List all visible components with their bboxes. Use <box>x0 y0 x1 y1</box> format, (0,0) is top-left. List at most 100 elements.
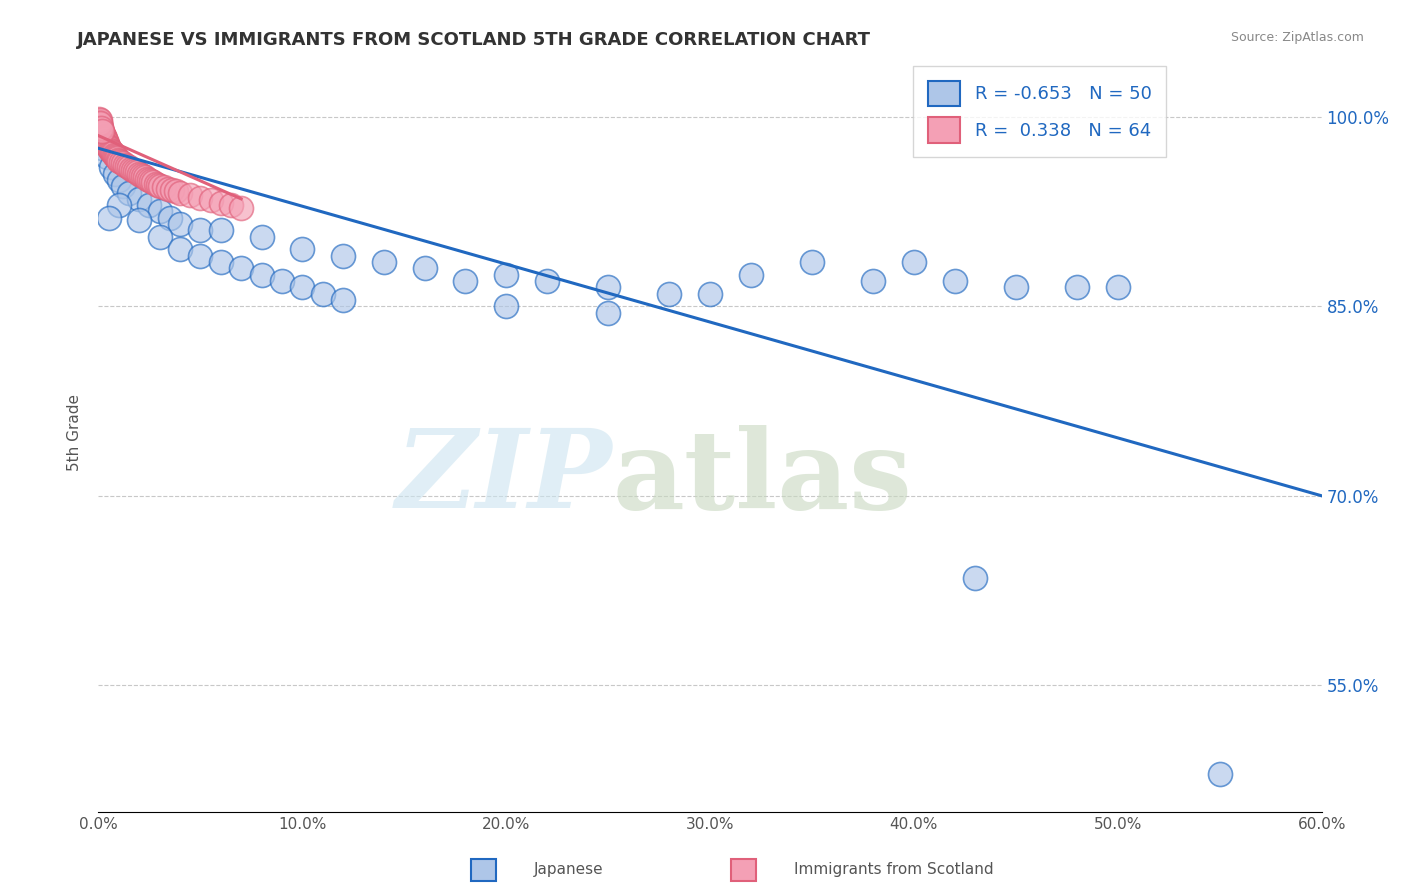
Point <box>89 117 111 131</box>
Point <box>96 137 118 152</box>
Point <box>141 174 163 188</box>
Point <box>1107 280 1129 294</box>
Point <box>122 162 145 177</box>
Point <box>169 186 191 200</box>
Point <box>146 178 169 192</box>
Point <box>209 255 232 269</box>
Point <box>152 180 174 194</box>
Point <box>188 223 212 237</box>
Point <box>93 128 115 143</box>
Point <box>596 305 619 319</box>
Point <box>165 184 187 198</box>
Point <box>136 171 159 186</box>
Point <box>104 167 127 181</box>
Point <box>332 249 354 263</box>
Point <box>91 125 114 139</box>
Point <box>118 186 141 200</box>
Point <box>596 280 619 294</box>
Point <box>111 179 134 194</box>
Point <box>1004 280 1026 294</box>
Text: JAPANESE VS IMMIGRANTS FROM SCOTLAND 5TH GRADE CORRELATION CHART: JAPANESE VS IMMIGRANTS FROM SCOTLAND 5TH… <box>77 31 872 49</box>
Point <box>93 130 115 145</box>
Point <box>108 173 131 187</box>
Point <box>90 120 112 134</box>
Point <box>188 191 212 205</box>
Point <box>128 213 150 227</box>
Point <box>160 183 183 197</box>
Point <box>332 293 354 307</box>
Point <box>118 161 141 175</box>
Point <box>862 274 884 288</box>
Point <box>373 255 395 269</box>
Point <box>89 115 111 129</box>
Point <box>91 128 114 142</box>
Legend: R = -0.653   N = 50, R =  0.338   N = 64: R = -0.653 N = 50, R = 0.338 N = 64 <box>912 66 1166 157</box>
Point <box>179 188 201 202</box>
Point <box>108 198 131 212</box>
Point <box>903 255 925 269</box>
Point <box>94 132 117 146</box>
Point <box>801 255 824 269</box>
Point <box>312 286 335 301</box>
Point <box>1066 280 1088 294</box>
Text: Immigrants from Scotland: Immigrants from Scotland <box>794 863 994 877</box>
Point <box>454 274 477 288</box>
Text: Source: ZipAtlas.com: Source: ZipAtlas.com <box>1230 31 1364 45</box>
Point <box>115 159 138 173</box>
Point <box>90 121 112 136</box>
Text: atlas: atlas <box>612 425 912 532</box>
Point <box>93 131 115 145</box>
Point <box>89 113 111 128</box>
Point <box>149 179 172 194</box>
Point <box>98 143 121 157</box>
Point <box>169 217 191 231</box>
Point <box>124 164 146 178</box>
Point <box>740 268 762 282</box>
Point <box>965 571 987 585</box>
Point <box>134 170 156 185</box>
Point <box>1208 767 1232 781</box>
Point <box>90 123 112 137</box>
Text: ZIP: ZIP <box>395 425 612 532</box>
Point <box>89 116 111 130</box>
Point <box>97 140 120 154</box>
Point <box>100 161 122 175</box>
Point <box>149 204 172 219</box>
Point <box>105 152 128 166</box>
Text: Japanese: Japanese <box>534 863 605 877</box>
Point <box>90 122 112 136</box>
Point <box>129 168 152 182</box>
Point <box>270 274 294 288</box>
Point <box>291 280 314 294</box>
Y-axis label: 5th Grade: 5th Grade <box>67 394 83 471</box>
Point <box>231 261 253 276</box>
Point <box>101 146 124 161</box>
Point <box>104 149 127 163</box>
Point <box>943 274 966 288</box>
Point <box>291 243 314 257</box>
Point <box>100 144 122 158</box>
Point <box>209 195 232 210</box>
Point <box>413 261 436 276</box>
Point <box>107 153 129 167</box>
Point <box>100 145 122 160</box>
Point <box>120 161 142 176</box>
Point <box>149 229 172 244</box>
Point <box>96 150 118 164</box>
Point <box>108 153 131 168</box>
Point <box>219 198 242 212</box>
Point <box>97 211 120 225</box>
Point <box>250 229 273 244</box>
Point <box>110 155 132 169</box>
Point <box>96 135 118 149</box>
Point <box>188 249 212 263</box>
Point <box>114 158 136 172</box>
Point <box>128 192 150 206</box>
Point <box>156 182 179 196</box>
Point <box>209 223 232 237</box>
Point <box>495 299 517 313</box>
Point <box>169 243 191 257</box>
Point <box>142 176 165 190</box>
Point <box>536 274 558 288</box>
Point <box>111 156 134 170</box>
